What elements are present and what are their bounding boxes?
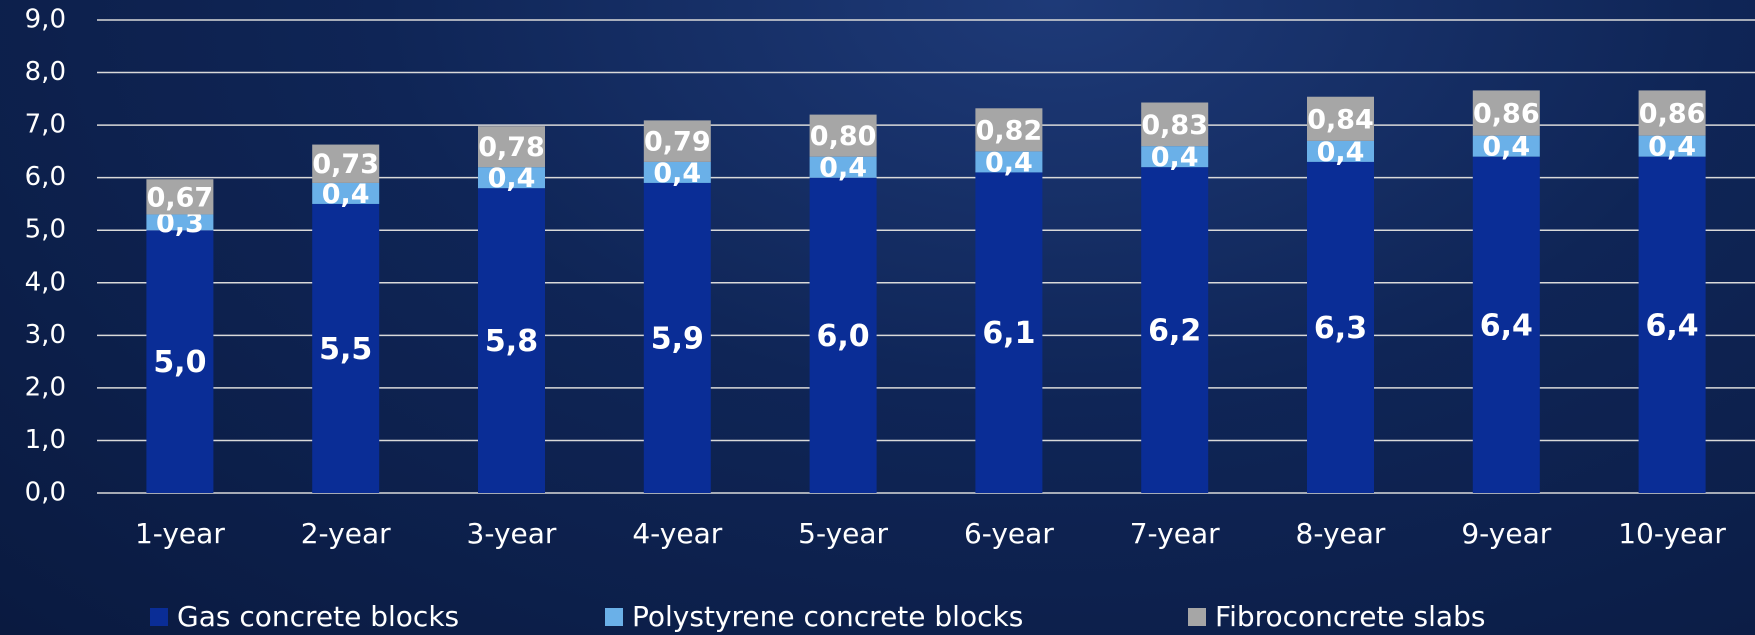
data-label: 6,2 bbox=[1148, 314, 1201, 349]
data-label: 0,4 bbox=[819, 153, 867, 184]
data-label: 0,73 bbox=[312, 149, 379, 180]
bar-segment bbox=[1472, 135, 1540, 157]
bar-segment bbox=[1638, 90, 1706, 136]
data-label: 6,4 bbox=[1480, 308, 1533, 343]
y-tick-label: 2,0 bbox=[25, 372, 66, 402]
data-label: 0,86 bbox=[1639, 99, 1706, 130]
data-label: 5,5 bbox=[319, 332, 372, 367]
legend-swatch bbox=[150, 608, 168, 626]
bar-segment bbox=[1638, 135, 1706, 157]
data-label: 5,0 bbox=[153, 345, 206, 380]
data-label: 5,9 bbox=[651, 321, 704, 356]
data-label: 0,82 bbox=[976, 115, 1043, 146]
bar-segment bbox=[643, 161, 711, 183]
y-tick-label: 9,0 bbox=[25, 5, 66, 35]
data-label: 0,79 bbox=[644, 127, 711, 158]
x-tick-label: 2-year bbox=[301, 517, 391, 550]
bar-segment bbox=[146, 230, 214, 493]
data-label: 0,4 bbox=[1482, 132, 1530, 163]
y-tick-label: 4,0 bbox=[25, 267, 66, 297]
legend-label: Gas concrete blocks bbox=[177, 600, 459, 633]
x-tick-label: 9-year bbox=[1461, 517, 1551, 550]
data-label: 6,3 bbox=[1314, 311, 1367, 346]
x-tick-label: 8-year bbox=[1296, 517, 1386, 550]
data-label: 0,4 bbox=[322, 179, 370, 210]
data-label: 0,4 bbox=[653, 158, 701, 189]
legend-label: Polystyrene concrete blocks bbox=[632, 600, 1023, 633]
bar-segment bbox=[975, 172, 1043, 493]
bar-segment bbox=[312, 144, 380, 183]
legend-swatch bbox=[605, 608, 623, 626]
bar-segment bbox=[1141, 102, 1209, 147]
data-label: 0,4 bbox=[488, 163, 536, 194]
data-label: 0,4 bbox=[985, 147, 1033, 178]
bar-segment bbox=[1307, 140, 1374, 162]
data-label: 0,67 bbox=[147, 182, 214, 213]
bar-segment bbox=[1307, 161, 1374, 493]
bar-segment bbox=[1141, 146, 1209, 168]
x-tick-label: 1-year bbox=[135, 517, 225, 550]
bar-segment bbox=[1638, 156, 1706, 493]
data-label: 0,78 bbox=[478, 132, 545, 163]
data-label: 0,80 bbox=[810, 121, 877, 152]
bar-segment bbox=[643, 120, 711, 162]
bar-segment bbox=[809, 177, 877, 493]
bar-segment bbox=[1307, 96, 1374, 141]
bar-segment bbox=[975, 108, 1043, 152]
bar-segment bbox=[312, 182, 380, 204]
x-tick-label: 4-year bbox=[632, 517, 722, 550]
y-tick-label: 7,0 bbox=[25, 110, 66, 140]
data-label: 0,84 bbox=[1307, 104, 1374, 135]
y-tick-label: 0,0 bbox=[25, 478, 66, 508]
y-tick-label: 6,0 bbox=[25, 162, 66, 192]
x-tick-label: 10-year bbox=[1618, 517, 1726, 550]
data-label: 5,8 bbox=[485, 324, 538, 359]
data-label: 0,86 bbox=[1473, 99, 1540, 130]
data-label: 0,4 bbox=[1648, 132, 1696, 163]
y-tick-label: 5,0 bbox=[25, 215, 66, 245]
bar-segment bbox=[478, 167, 545, 189]
x-tick-label: 5-year bbox=[798, 517, 888, 550]
bar-segment bbox=[146, 179, 214, 215]
data-label: 0,4 bbox=[1151, 142, 1199, 173]
bar-segment bbox=[146, 214, 214, 231]
data-label: 0,4 bbox=[1317, 137, 1365, 168]
y-tick-label: 1,0 bbox=[25, 425, 66, 455]
bar-segment bbox=[478, 188, 545, 493]
bar-segment bbox=[1472, 156, 1540, 493]
bar-segment bbox=[809, 114, 877, 157]
legend-swatch bbox=[1188, 608, 1206, 626]
bar-segment bbox=[975, 151, 1043, 173]
x-tick-label: 7-year bbox=[1130, 517, 1220, 550]
y-tick-label: 3,0 bbox=[25, 320, 66, 350]
data-label: 6,0 bbox=[817, 319, 870, 354]
data-label: 6,4 bbox=[1646, 308, 1699, 343]
data-label: 6,1 bbox=[982, 316, 1035, 351]
bar-segment bbox=[1472, 90, 1540, 136]
bar-segment bbox=[312, 203, 380, 493]
legend-label: Fibroconcrete slabs bbox=[1215, 600, 1485, 633]
bar-segment bbox=[643, 182, 711, 493]
bar-segment bbox=[1141, 167, 1209, 493]
x-tick-label: 3-year bbox=[467, 517, 557, 550]
bar-segment bbox=[478, 126, 545, 168]
data-label: 0,83 bbox=[1141, 110, 1208, 141]
bar-segment bbox=[809, 156, 877, 178]
x-tick-label: 6-year bbox=[964, 517, 1054, 550]
y-tick-label: 8,0 bbox=[25, 57, 66, 87]
